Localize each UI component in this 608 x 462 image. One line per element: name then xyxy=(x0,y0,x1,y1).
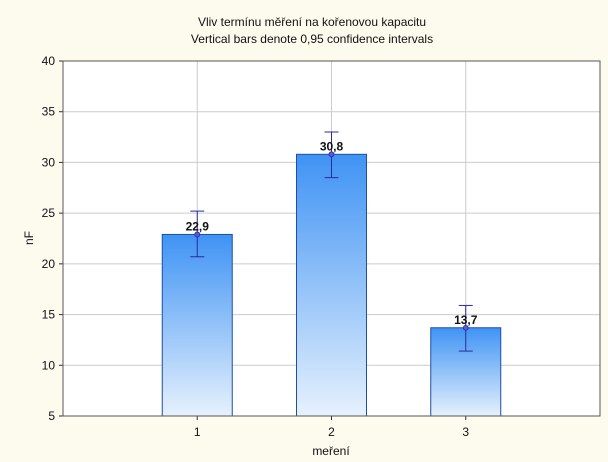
y-tick-label: 35 xyxy=(42,105,56,119)
data-labels: 22,9 30,8 13,7 xyxy=(186,139,478,326)
x-axis-ticks: 1 2 3 xyxy=(194,416,469,439)
x-axis-label: meření xyxy=(312,444,350,458)
y-tick-label: 25 xyxy=(42,206,56,220)
y-tick-label: 10 xyxy=(42,358,56,372)
mean-point xyxy=(194,231,201,238)
mean-point xyxy=(462,324,469,331)
y-tick-label: 5 xyxy=(48,409,55,423)
y-axis-label: nF xyxy=(22,231,36,245)
y-tick-label: 40 xyxy=(42,54,56,68)
data-label-3: 13,7 xyxy=(454,313,478,327)
x-tick-label: 3 xyxy=(462,425,469,439)
y-tick-label: 30 xyxy=(42,155,56,169)
data-label-1: 22,9 xyxy=(186,219,210,233)
chart-subtitle: Vertical bars denote 0,95 confidence int… xyxy=(191,32,433,46)
x-tick-label: 2 xyxy=(328,425,335,439)
mean-point xyxy=(328,151,335,158)
bars xyxy=(161,153,502,417)
x-tick-label: 1 xyxy=(194,425,201,439)
y-tick-label: 20 xyxy=(42,257,56,271)
y-axis-ticks: 5 10 15 20 25 30 35 40 xyxy=(42,54,63,423)
y-tick-label: 15 xyxy=(42,308,56,322)
bar-2 xyxy=(296,153,367,417)
bar-1 xyxy=(161,233,233,417)
plot-frame xyxy=(62,60,601,417)
data-label-2: 30,8 xyxy=(320,139,344,153)
chart-title: Vliv termínu měření na kořenovou kapacit… xyxy=(198,15,426,29)
error-bars xyxy=(190,131,473,352)
